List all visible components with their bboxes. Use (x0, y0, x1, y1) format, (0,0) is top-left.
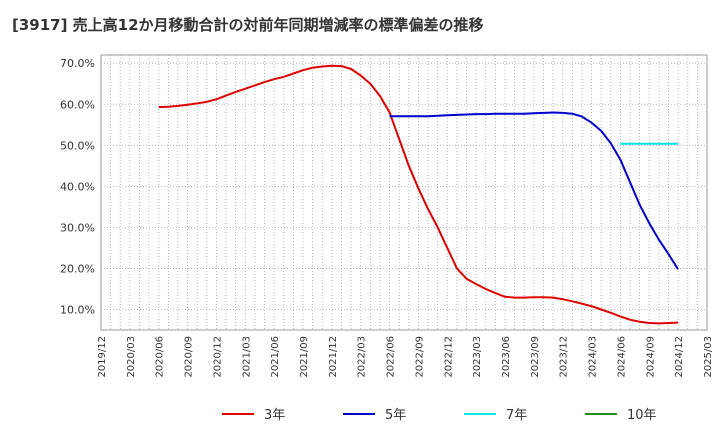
x-tick-label: 2023/12 (559, 336, 570, 378)
chart-title: [3917] 売上高12か月移動合計の対前年同期増減率の標準偏差の推移 (12, 16, 484, 34)
x-tick-label: 2022/06 (386, 336, 397, 378)
legend-label-5年: 5年 (385, 408, 406, 423)
x-tick-label: 2020/03 (126, 336, 137, 378)
legend-label-3年: 3年 (264, 408, 285, 423)
y-tick-label: 50.0% (60, 139, 95, 152)
x-tick-label: 2023/06 (501, 336, 512, 378)
x-axis-ticks: 2019/12 2020/03 2020/06 2020/09 2020/12 2021/… (97, 336, 714, 378)
y-tick-label: 10.0% (60, 303, 95, 316)
x-tick-label: 2022/09 (414, 336, 425, 378)
x-tick-label: 2022/03 (357, 336, 368, 378)
horizontal-gridlines (101, 62, 707, 310)
x-tick-label: 2024/12 (674, 336, 685, 378)
x-tick-label: 2024/09 (645, 336, 656, 378)
x-tick-label: 2021/06 (270, 336, 281, 378)
y-tick-label: 20.0% (60, 262, 95, 275)
series-line-3年 (158, 64, 679, 325)
x-tick-label: 2020/06 (155, 336, 166, 378)
x-tick-label: 2022/12 (443, 336, 454, 378)
legend: 3年 5年 7年 10年 (222, 408, 657, 423)
series-lines (158, 64, 679, 325)
x-tick-label: 2020/12 (212, 336, 223, 378)
x-tick-label: 2021/12 (328, 336, 339, 378)
y-axis-ticks: 10.0% 20.0% 30.0% 40.0% 50.0% 60.0% 70.0% (60, 57, 95, 316)
x-tick-label: 2021/03 (241, 336, 252, 378)
series-line-5年 (389, 111, 679, 270)
y-tick-label: 30.0% (60, 221, 95, 234)
x-tick-label: 2024/06 (616, 336, 627, 378)
y-tick-label: 70.0% (60, 57, 95, 70)
x-tick-label: 2023/03 (472, 336, 483, 378)
plot-background (100, 54, 708, 331)
y-tick-label: 60.0% (60, 98, 95, 111)
x-tick-label: 2023/09 (530, 336, 541, 378)
x-tick-label: 2024/03 (588, 336, 599, 378)
x-tick-label: 2021/09 (299, 336, 310, 378)
y-tick-label: 40.0% (60, 180, 95, 193)
x-tick-label: 2019/12 (97, 336, 108, 378)
legend-label-7年: 7年 (506, 408, 527, 423)
x-tick-label: 2025/03 (703, 336, 714, 378)
x-tick-label: 2020/09 (184, 336, 195, 378)
legend-label-10年: 10年 (627, 408, 657, 423)
